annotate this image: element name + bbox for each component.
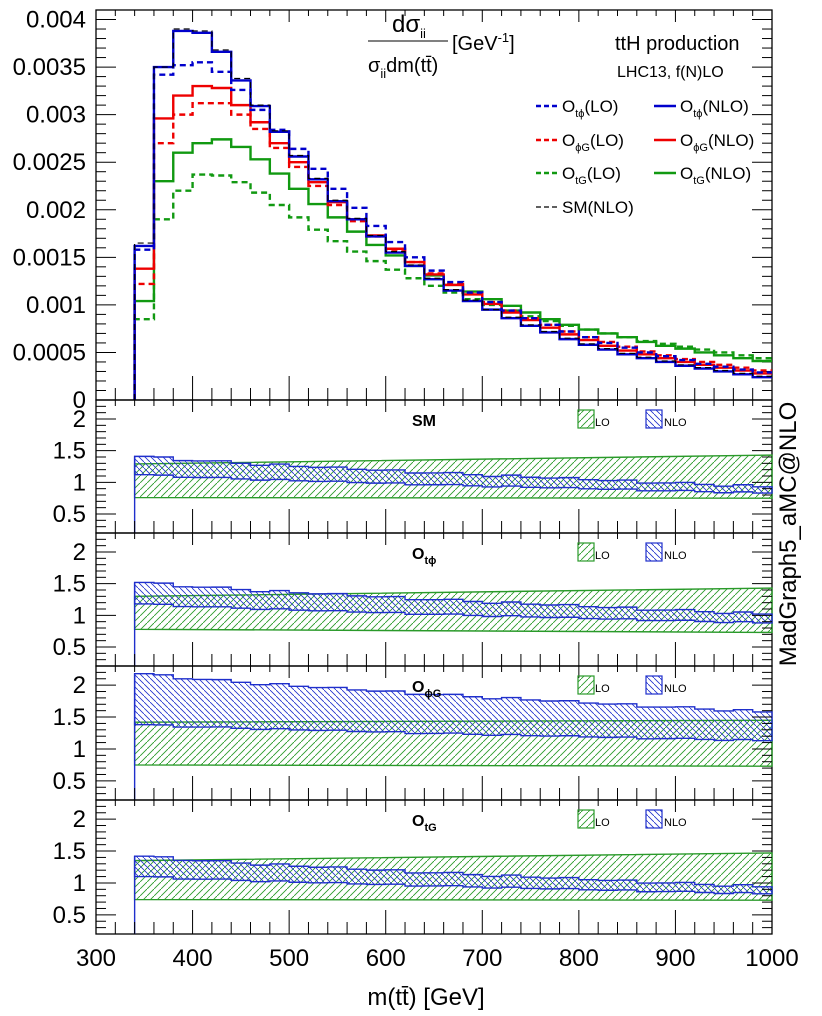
main-y-tick-label: 0.0005 [13,339,86,366]
ratio-y-tick-label: 1.5 [53,571,86,598]
x-axis-title: m(tt̄) [GeV] [367,984,484,1011]
x-tick-label: 800 [559,945,599,972]
main-y-tick-label: 0 [73,387,86,414]
x-tick-label: 400 [173,945,213,972]
ratio-panel-label: Otϕ [412,546,436,567]
lo-legend-label: LO [595,550,610,562]
nlo-band [133,672,773,742]
legend-entry-phig_nlo: OϕG(NLO) [654,131,754,154]
lo-legend-swatch [577,809,595,829]
legend-entry-tphi_lo: Otϕ(LO) [536,97,618,120]
x-tick-label: 900 [655,945,695,972]
legend-entry-tphi_nlo: Otϕ(NLO) [654,97,749,120]
ratio-y-tick-label: 1 [73,469,86,496]
nlo-legend-swatch [645,809,663,829]
ratio-y-tick-label: 1 [73,870,86,897]
legend-label: OtG(NLO) [680,164,751,187]
lo-legend-swatch [577,675,595,695]
lo-legend-swatch [577,542,595,562]
legend-entry-phig_lo: OϕG(LO) [536,131,624,154]
nlo-legend-label: NLO [664,817,687,829]
ratio-panel-label: OϕG [412,679,441,700]
legend: Otϕ(LO) Otϕ(NLO) OϕG(LO) OϕG(NLO) OtG(LO) OtG… [536,97,754,217]
nlo-legend-label: NLO [664,417,687,429]
nlo-legend-swatch [645,675,663,695]
main-y-tick-label: 0.0025 [13,149,86,176]
legend-label: OϕG(LO) [562,131,624,154]
nlo-band [133,855,773,895]
lo-legend-label: LO [595,417,610,429]
x-tick-labels: 300 400 500 600 700 800 900 1000 [76,945,799,972]
legend-label: SM(NLO) [562,198,634,217]
x-tick-label: 600 [366,945,406,972]
series-tphi_nlo [133,29,772,400]
legend-label: Otϕ(NLO) [680,97,749,120]
title-denominator: σiidm(tt̄) [368,55,438,81]
series-phig_lo [133,102,772,400]
ratio-y-tick-label: 1 [73,602,86,629]
ratio-y-tick-label: 0.5 [53,634,86,661]
ratio-y-tick-label: 2 [73,539,86,566]
x-tick-label: 700 [462,945,502,972]
nlo-band [133,581,773,624]
y-axis-title: dσii σiidm(tt̄) [GeV-1] [368,11,515,81]
ratio-y-tick-label: 0.5 [53,501,86,528]
process-label: ttH production [615,33,740,55]
lo-legend-swatch [577,409,595,429]
title-numerator: dσii [392,11,426,41]
legend-label: OϕG(NLO) [680,131,754,154]
watermark: MadGraph5_aMC@NLO [775,402,802,666]
main-panel-series [133,28,772,400]
ratio-panel-label: OtG [412,813,437,834]
process-sublabel: LHC13, f(N)LO [617,64,724,81]
main-y-tick-label: 0.0015 [13,244,86,271]
main-y-tick-label: 0.003 [26,102,86,129]
ratio-panel-3: 0.5 1 1.5 2 OϕG LO NLO [53,665,773,801]
series-tg_lo [133,173,772,400]
ratio-y-tick-label: 2 [73,406,86,433]
ratio-y-tick-label: 1.5 [53,438,86,465]
nlo-legend-label: NLO [664,550,687,562]
ratio-panels: 0.5 1 1.5 2 SM LO NLO 0.5 1 1.5 2 Otϕ LO NLO 0.5 1 1.5 2 O… [53,399,773,935]
ratio-panel-2: 0.5 1 1.5 2 Otϕ LO NLO [53,532,773,667]
ratio-y-tick-label: 2 [73,672,86,699]
lo-legend-label: LO [595,817,610,829]
main-y-tick-labels: 0 0.0005 0.001 0.0015 0.002 0.0025 0.003 0.0035… [13,7,86,414]
ratio-panel-4: 0.5 1 1.5 2 OtG LO NLO [53,799,773,935]
nlo-legend-swatch [645,409,663,429]
ratio-y-tick-label: 0.5 [53,768,86,795]
nlo-legend-label: NLO [664,683,687,695]
ratio-y-tick-label: 1.5 [53,838,86,865]
ratio-y-tick-label: 2 [73,806,86,833]
main-y-tick-label: 0.001 [26,292,86,319]
title-unit: [GeV-1] [452,30,515,55]
series-tphi_lo [133,61,772,400]
lo-legend-label: LO [595,683,610,695]
legend-label: OtG(LO) [562,164,621,187]
main-panel: 0 0.0005 0.001 0.0015 0.002 0.0025 0.003 0.0035… [13,7,773,414]
x-tick-label: 1000 [745,945,798,972]
ratio-y-tick-label: 1.5 [53,704,86,731]
nlo-band [133,455,773,494]
ratio-y-tick-label: 0.5 [53,902,86,929]
x-tick-label: 300 [76,945,116,972]
legend-entry-tg_lo: OtG(LO) [536,164,621,187]
ratio-y-tick-label: 1 [73,736,86,763]
ratio-panel-1: 0.5 1 1.5 2 SM LO NLO [53,399,773,534]
main-y-tick-label: 0.002 [26,197,86,224]
main-y-tick-label: 0.004 [26,7,86,34]
legend-entry-tg_nlo: OtG(NLO) [654,164,751,187]
main-y-tick-label: 0.0035 [13,54,86,81]
legend-entry-sm_nlo: SM(NLO) [536,198,634,217]
series-phig_nlo [133,84,772,400]
legend-label: Otϕ(LO) [562,97,618,120]
ratio-panel-label: SM [412,413,436,430]
x-tick-label: 500 [269,945,309,972]
nlo-legend-swatch [645,542,663,562]
series-sm_nlo [134,28,772,400]
